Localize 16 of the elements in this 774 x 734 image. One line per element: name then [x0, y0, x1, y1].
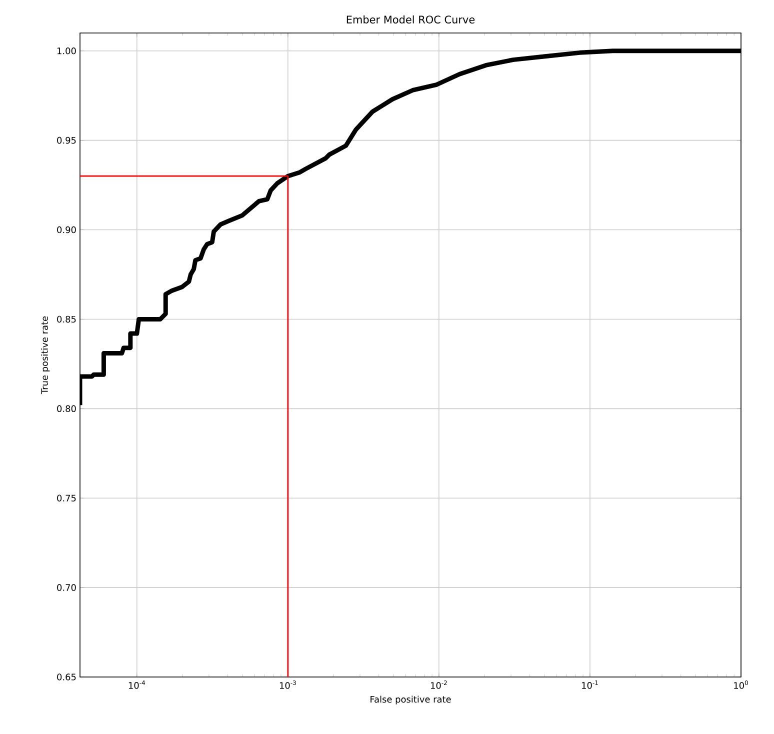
y-axis-title: True positive rate	[40, 316, 50, 394]
y-tick-label: 0.95	[57, 136, 76, 144]
x-axis-title: False positive rate	[370, 696, 451, 704]
y-tick-label: 1.00	[57, 47, 76, 54]
x-tick-label: 10$^{0}$	[734, 680, 748, 689]
x-tick-label: 10$^{-4}$	[128, 680, 145, 689]
x-tick-label: 10$^{-3}$	[280, 680, 296, 689]
x-tick-label: 10$^{-2}$	[430, 680, 447, 689]
chart-title: Ember Model ROC Curve	[346, 15, 475, 24]
y-tick-label: 0.90	[57, 226, 76, 234]
y-tick-label: 0.80	[57, 405, 76, 412]
x-tick-label: 10$^{-1}$	[582, 680, 598, 689]
y-tick-label: 0.85	[57, 316, 76, 323]
y-tick-label: 0.75	[57, 494, 76, 502]
y-tick-label: 0.65	[57, 674, 76, 680]
y-tick-label: 0.70	[57, 584, 76, 591]
